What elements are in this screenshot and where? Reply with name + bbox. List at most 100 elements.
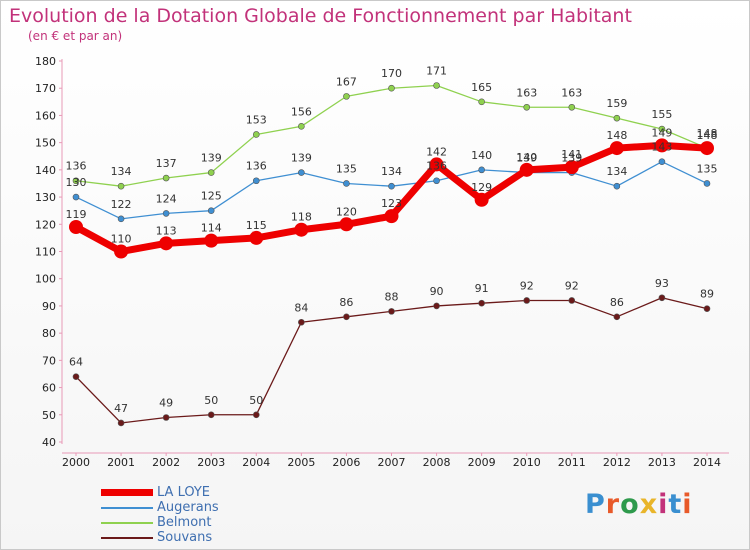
data-label: 88: [385, 290, 399, 303]
data-label: 90: [430, 285, 444, 298]
y-tick-label: 90: [42, 300, 56, 313]
data-point: [162, 210, 170, 217]
data-point: [613, 182, 621, 190]
data-point: [474, 192, 489, 207]
y-tick-label: 140: [35, 164, 56, 177]
data-label: 134: [381, 165, 402, 178]
data-point: [519, 162, 534, 177]
data-point: [72, 177, 80, 185]
legend-label: Souvans: [157, 530, 213, 545]
data-label: 136: [246, 160, 267, 173]
data-label: 140: [516, 151, 537, 164]
data-label: 134: [111, 165, 132, 178]
y-tick-label: 150: [35, 137, 56, 150]
data-point: [294, 222, 309, 237]
data-label: 148: [697, 129, 718, 142]
data-point: [72, 373, 80, 380]
legend-item: Belmont: [101, 515, 219, 530]
data-point: [72, 193, 80, 201]
x-tick-label: 2013: [648, 456, 676, 469]
data-point: [207, 207, 215, 214]
x-tick-label: 2009: [468, 456, 496, 469]
x-tick-label: 2010: [513, 456, 541, 469]
data-label: 143: [651, 141, 672, 154]
data-label: 91: [475, 282, 489, 295]
data-point: [117, 182, 125, 190]
data-label: 149: [651, 126, 672, 139]
y-tick-label: 180: [35, 55, 56, 68]
data-point: [654, 138, 669, 153]
data-label: 123: [381, 197, 402, 210]
x-tick-label: 2006: [332, 456, 360, 469]
data-label: 49: [159, 397, 173, 410]
data-label: 163: [561, 86, 582, 99]
data-point: [388, 84, 395, 92]
data-point: [658, 125, 666, 133]
data-point: [388, 308, 395, 315]
data-label: 141: [561, 148, 582, 161]
data-label: 113: [156, 224, 177, 237]
data-label: 170: [381, 67, 402, 80]
data-point: [298, 169, 305, 176]
legend-label: Belmont: [157, 515, 212, 530]
data-label: 139: [516, 152, 537, 165]
data-label: 159: [606, 97, 627, 110]
data-point: [429, 157, 444, 172]
data-point: [252, 131, 260, 138]
x-tick-label: 2008: [423, 456, 451, 469]
data-label: 139: [561, 152, 582, 165]
data-point: [658, 158, 666, 165]
y-tick-label: 110: [35, 246, 56, 259]
data-label: 119: [66, 208, 87, 221]
x-tick-label: 2005: [287, 456, 315, 469]
data-label: 86: [610, 296, 624, 309]
data-point: [433, 302, 440, 310]
legend-swatch: [101, 489, 153, 496]
y-tick-label: 100: [35, 273, 56, 286]
data-label: 153: [246, 113, 267, 126]
x-tick-label: 2007: [378, 456, 406, 469]
data-point: [523, 297, 531, 304]
y-tick-label: 40: [42, 436, 56, 449]
data-point: [613, 313, 621, 321]
data-point: [298, 318, 305, 326]
legend-label: Augerans: [157, 500, 219, 515]
y-tick-label: 80: [42, 327, 56, 340]
data-point: [159, 236, 174, 251]
data-point: [568, 297, 576, 304]
x-tick-label: 2002: [152, 456, 180, 469]
data-label: 135: [336, 162, 357, 175]
data-label: 92: [565, 279, 579, 292]
proxiti-logo: Proxiti: [585, 489, 693, 520]
data-point: [609, 141, 624, 156]
y-tick-label: 120: [35, 218, 56, 231]
data-label: 136: [66, 160, 87, 173]
data-point: [252, 411, 260, 419]
data-point: [114, 244, 129, 259]
y-tick-label: 170: [35, 82, 56, 95]
data-label: 93: [655, 277, 669, 290]
data-point: [69, 220, 83, 235]
legend-swatch: [101, 506, 153, 509]
data-point: [478, 166, 485, 174]
x-tick-label: 2012: [603, 456, 631, 469]
data-label: 148: [606, 129, 627, 142]
data-label: 142: [426, 145, 447, 158]
data-label: 135: [697, 162, 718, 175]
chart-subtitle: (en € et par an): [28, 29, 123, 43]
data-point: [343, 180, 350, 187]
data-label: 122: [111, 198, 132, 211]
data-point: [523, 103, 531, 111]
legend-item: Augerans: [101, 500, 219, 515]
data-label: 89: [700, 288, 714, 301]
data-point: [478, 98, 485, 106]
data-point: [207, 169, 215, 176]
data-label: 140: [471, 149, 492, 162]
data-label: 92: [520, 279, 534, 292]
data-label: 136: [426, 160, 447, 173]
data-point: [252, 177, 260, 185]
data-label: 86: [339, 296, 353, 309]
data-point: [117, 419, 125, 427]
data-point: [162, 174, 170, 182]
